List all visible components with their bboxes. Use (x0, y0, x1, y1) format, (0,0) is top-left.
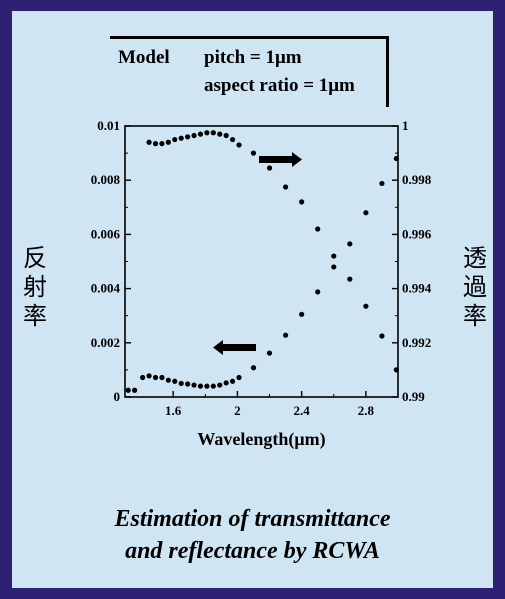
chart: 0 0.002 0.004 0.006 0.008 0.01 0.99 0.992 0.994 0… (91, 118, 432, 450)
reflectance-point (347, 241, 353, 247)
transmittance-point (146, 139, 152, 145)
left-axis-label-char: 率 (23, 302, 47, 330)
transmittance-point (217, 131, 223, 137)
left-arrow-icon (213, 340, 256, 355)
right-axis-label-char: 率 (463, 302, 487, 330)
transmittance-point (266, 165, 273, 171)
transmittance-point (223, 132, 229, 139)
transmittance-point (299, 199, 305, 205)
caption-line-1: Estimation of transmittance (114, 506, 391, 532)
transmittance-point (229, 136, 236, 143)
reflectance-point (236, 374, 242, 381)
reflectance-point (331, 264, 337, 270)
transmittance-point (331, 253, 337, 259)
reflectance-point (393, 155, 399, 162)
transmittance-point (315, 226, 321, 232)
reflectance-point (223, 380, 229, 386)
left-tick-label: 0 (114, 389, 121, 404)
reflectance-point (266, 350, 273, 356)
model-box (110, 36, 389, 107)
transmittance-point (393, 367, 399, 373)
transmittance-point (379, 333, 385, 339)
left-axis-label-char: 射 (23, 273, 47, 301)
reflectance-point (159, 374, 165, 381)
right-tick-label: 0.996 (402, 226, 432, 241)
left-tick-label: 0.006 (91, 226, 121, 241)
x-tick-label: 2 (234, 403, 241, 418)
right-axis-label-char: 過 (463, 273, 487, 301)
transmittance-point (236, 142, 242, 148)
reflectance-point (250, 365, 257, 371)
reflectance-point (185, 381, 191, 387)
reflectance-point (165, 377, 171, 383)
transmittance-point (185, 134, 191, 140)
right-arrow-icon (259, 152, 302, 167)
x-tick-label: 1.6 (165, 403, 182, 418)
reflectance-point (204, 383, 210, 389)
reflectance-point (197, 383, 204, 389)
transmittance-point (210, 130, 216, 136)
right-tick-label: 0.992 (402, 335, 431, 350)
reflectance-point (282, 332, 289, 338)
left-tick-label: 0.008 (91, 172, 121, 187)
left-tick-label: 0.004 (91, 281, 121, 296)
transmittance-point (172, 136, 178, 143)
reflectance-point (299, 311, 305, 317)
reflectance-point (229, 378, 236, 384)
transmittance-point (363, 303, 369, 309)
transmittance-point (178, 135, 184, 141)
caption-line-2: and reflectance by RCWA (125, 538, 380, 564)
plot-frame (124, 125, 399, 398)
reflectance-point (125, 387, 131, 393)
left-axis-label: 反 射 率 (20, 244, 50, 331)
right-tick-label: 1 (402, 118, 409, 133)
transmittance-point (165, 139, 171, 145)
reflectance-point (210, 383, 216, 389)
x-axis-label: Wavelength(μm) (197, 429, 325, 450)
panel: Model pitch = 1μm aspect ratio = 1μm 反 射… (12, 11, 493, 588)
right-axis-label-char: 透 (463, 244, 487, 272)
transmittance-point (152, 141, 159, 147)
reflectance-point (379, 180, 385, 187)
x-tick-label: 2.8 (358, 403, 375, 418)
reflectance-point (132, 387, 138, 393)
right-tick-label: 0.994 (402, 281, 432, 296)
left-axis-label-char: 反 (23, 244, 47, 272)
transmittance-point (197, 131, 204, 137)
transmittance-point (159, 141, 165, 147)
transmittance-point (282, 184, 289, 190)
left-tick-label: 0.01 (97, 118, 120, 133)
reflectance-point (315, 289, 321, 295)
reflectance-point (217, 382, 223, 388)
transmittance-point (191, 132, 197, 139)
transmittance-point (204, 130, 210, 136)
model-aspect-ratio: aspect ratio = 1μm (204, 75, 355, 96)
reflectance-point (172, 378, 178, 384)
transmittance-point (347, 276, 353, 282)
left-tick-label: 0.002 (91, 335, 120, 350)
transmittance-point (250, 150, 257, 156)
x-tick-label: 2.4 (294, 403, 311, 418)
model-pitch: pitch = 1μm (204, 47, 302, 68)
reflectance-point (152, 374, 159, 381)
reflectance-point (178, 380, 184, 387)
right-tick-label: 0.99 (402, 389, 425, 404)
reflectance-point (140, 374, 146, 381)
right-axis-label: 透 過 率 (460, 244, 490, 331)
right-tick-label: 0.998 (402, 172, 432, 187)
reflectance-point (146, 373, 152, 379)
reflectance-point (191, 382, 197, 388)
reflectance-point (363, 210, 369, 216)
model-label: Model (118, 47, 170, 68)
